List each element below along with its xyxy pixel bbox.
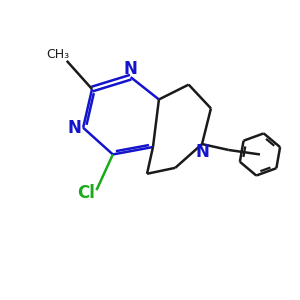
Text: N: N [68, 119, 82, 137]
Text: CH₃: CH₃ [46, 48, 69, 62]
Text: N: N [124, 61, 138, 79]
Text: N: N [195, 143, 209, 161]
Text: Cl: Cl [77, 184, 95, 202]
